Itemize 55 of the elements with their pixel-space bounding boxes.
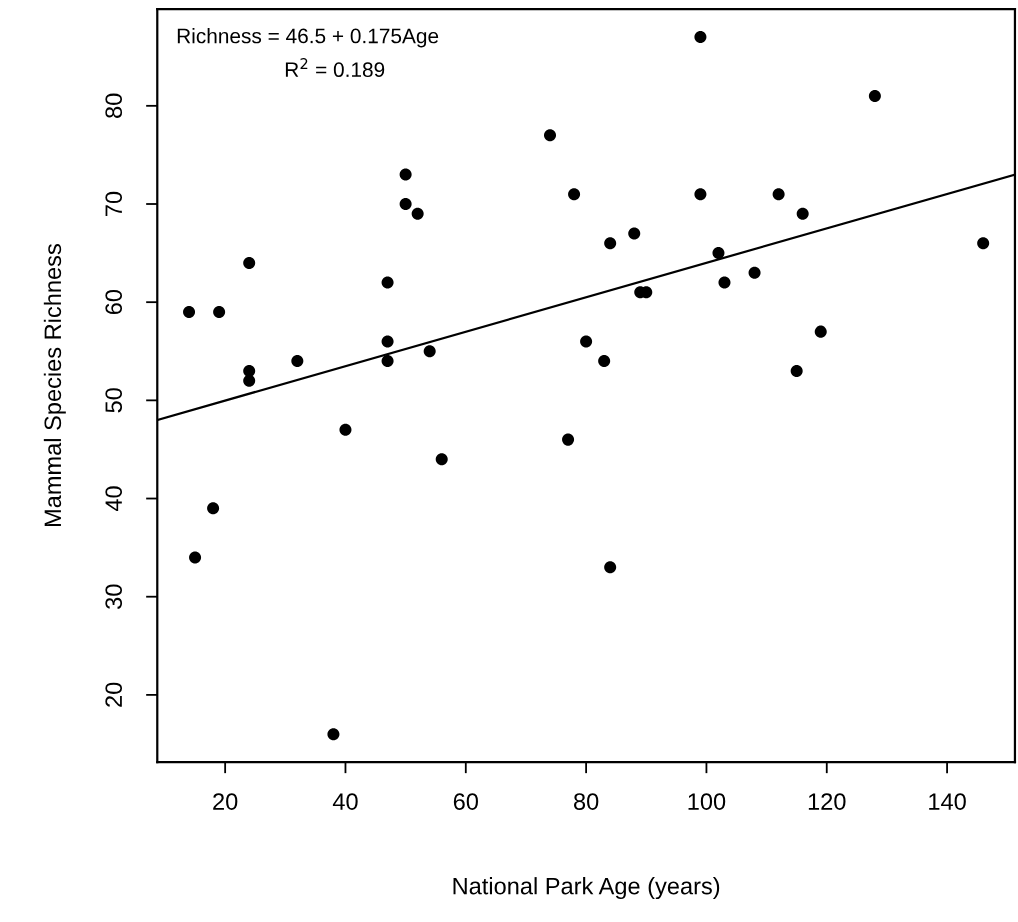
- y-tick-label: 80: [105, 93, 123, 118]
- y-tick-label: 70: [105, 191, 123, 216]
- point: [748, 266, 761, 279]
- point: [544, 129, 557, 142]
- annotation: R$^{2}$ = 0.189: [285, 58, 385, 78]
- point: [977, 237, 990, 250]
- point: [189, 551, 202, 564]
- x-tick-label: 20: [213, 793, 238, 810]
- point: [411, 207, 424, 220]
- point: [399, 168, 412, 181]
- point: [183, 305, 196, 319]
- point: [207, 502, 220, 515]
- point: [598, 355, 611, 368]
- point: [814, 325, 827, 338]
- point: [604, 237, 617, 250]
- y-tick-label: 30: [105, 584, 123, 609]
- point: [712, 247, 725, 260]
- point: [604, 561, 617, 574]
- point: [213, 305, 226, 319]
- y-tick-label: 20: [105, 682, 123, 707]
- point: [435, 453, 448, 466]
- point: [243, 364, 256, 377]
- y-tick-label: 50: [105, 388, 123, 413]
- x-tick-label: 60: [453, 793, 478, 810]
- y-tick-label: 60: [105, 289, 123, 315]
- x-tick-label: 140: [929, 793, 966, 810]
- point: [694, 188, 707, 201]
- x-tick-label: 40: [332, 793, 358, 810]
- x-tick-label: 120: [808, 793, 846, 810]
- point: [868, 89, 881, 103]
- x-axis-title: National Park Age (years): [453, 877, 720, 900]
- point: [291, 355, 304, 368]
- point: [381, 276, 394, 289]
- y-axis-title: Mammal Species Richness: [43, 244, 66, 527]
- point: [718, 276, 731, 289]
- point: [796, 207, 809, 220]
- x-tick-label: 80: [574, 793, 599, 810]
- point: [790, 364, 803, 377]
- point: [568, 188, 581, 201]
- annotation: Richness = 46.5 + 0.175Age: [177, 28, 439, 48]
- point: [694, 31, 707, 44]
- point: [243, 256, 256, 269]
- point: [580, 335, 593, 348]
- point: [562, 433, 575, 446]
- x-tick-label: 100: [688, 793, 726, 810]
- y-tick-label: 40: [105, 486, 123, 512]
- point: [399, 197, 412, 211]
- point: [628, 227, 641, 240]
- point: [381, 355, 394, 368]
- point: [423, 345, 436, 358]
- point: [243, 374, 256, 387]
- point: [339, 423, 352, 436]
- point: [381, 335, 394, 348]
- point: [772, 188, 785, 201]
- point: [327, 728, 340, 741]
